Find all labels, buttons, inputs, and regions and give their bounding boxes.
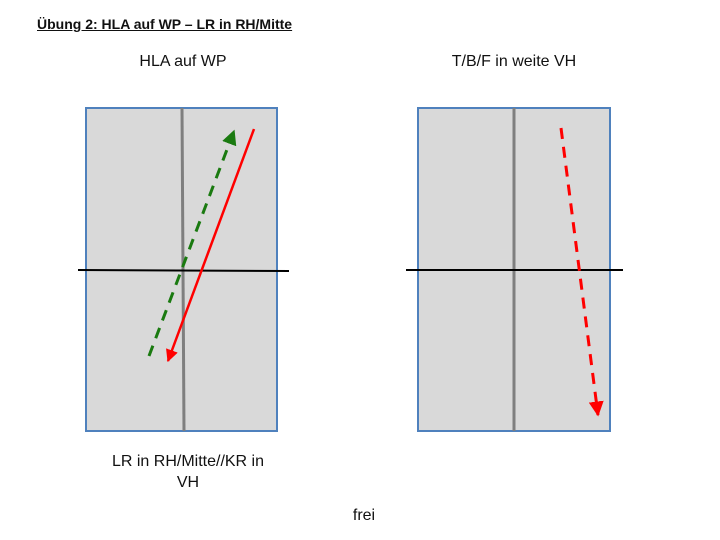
left-diagram-bottom-label: LR in RH/Mitte//KR in VH [78,451,298,493]
left-diagram-top-label: HLA auf WP [139,53,227,70]
left-field-cross-line [77,269,290,272]
left-field [77,107,290,432]
left-diagram-bottom-label-line2: VH [176,474,200,491]
exercise-title: Übung 2: HLA auf WP – LR in RH/Mitte [37,16,293,32]
left-solid-red-arrow [166,128,256,363]
right-diagram-top-label: T/B/F in weite VH [451,53,577,70]
left-dashed-green-arrow [147,129,237,357]
left-diagram-bottom-label-line1: LR in RH/Mitte//KR in [111,453,265,470]
bottom-center-label: frei [352,507,376,524]
right-dashed-red-arrow [559,127,604,417]
right-field [406,107,623,432]
